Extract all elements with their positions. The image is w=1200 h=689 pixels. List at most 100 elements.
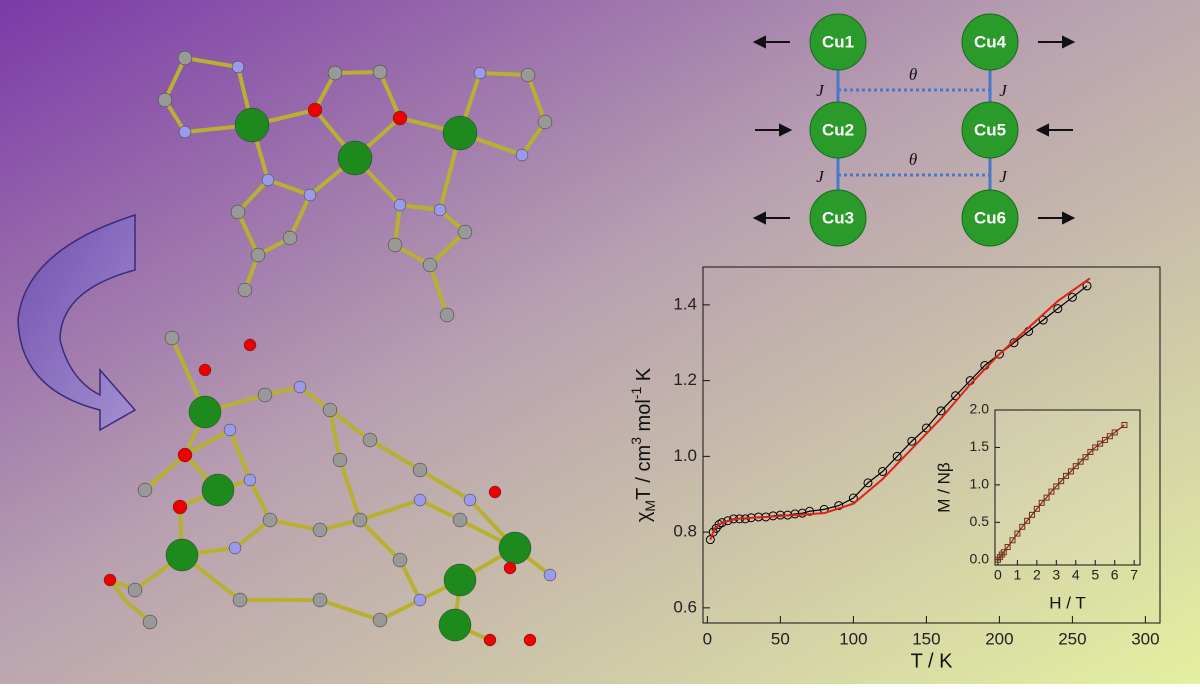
data-point <box>1121 421 1128 428</box>
y-tick-label: 0.0 <box>970 550 990 566</box>
coupling-label: J <box>816 81 825 100</box>
y-label-part: K <box>633 367 655 387</box>
data-point <box>705 535 715 545</box>
data-point <box>878 467 888 477</box>
data-point <box>1067 468 1074 475</box>
data-point <box>834 501 844 511</box>
data-point <box>921 423 931 433</box>
plot-frame <box>702 266 1161 624</box>
coupling-label: J <box>999 167 1008 186</box>
y-label-part: M <box>642 500 658 512</box>
data-point <box>1063 472 1070 479</box>
data-point <box>717 518 727 528</box>
cu-node <box>961 101 1019 159</box>
data-point <box>1106 433 1113 440</box>
data-point <box>1033 505 1040 512</box>
data-point <box>994 349 1004 359</box>
data-point <box>848 493 858 503</box>
data-point <box>936 406 946 416</box>
data-point <box>1082 281 1092 291</box>
data-point <box>1019 523 1026 530</box>
data-point <box>1053 304 1063 314</box>
coupling-label: θ <box>909 150 917 169</box>
y-tick-label: 1.5 <box>970 438 990 454</box>
node-label: Cu4 <box>974 32 1007 51</box>
x-tick-label: 4 <box>1072 567 1080 583</box>
node-label: Cu6 <box>974 208 1006 227</box>
data-point <box>1101 436 1108 443</box>
y-axis-label: M / Nβ <box>934 462 953 513</box>
cu-node <box>809 13 867 71</box>
data-point <box>1038 315 1048 325</box>
y-label-part: 3 <box>628 437 644 445</box>
y-tick-label: 1.0 <box>673 446 697 465</box>
x-tick-label: 5 <box>1091 567 1099 583</box>
data-point <box>1092 444 1099 451</box>
x-tick-label: 0 <box>994 567 1002 583</box>
data-point <box>714 520 724 530</box>
data-point <box>907 436 917 446</box>
x-axis-label: H / T <box>1049 593 1086 612</box>
x-tick-label: 3 <box>1052 567 1060 583</box>
data-point <box>1028 511 1035 518</box>
node-label: Cu1 <box>822 32 854 51</box>
cu-node <box>961 13 1019 71</box>
data-point <box>1067 292 1077 302</box>
x-tick-label: 150 <box>912 629 940 648</box>
molecule-bottom-atoms <box>103 330 557 647</box>
y-label-part: χ <box>633 511 655 522</box>
x-tick-label: 50 <box>771 629 790 648</box>
x-tick-label: 2 <box>1033 567 1041 583</box>
x-tick-label: 100 <box>839 629 867 648</box>
y-tick-label: 1.0 <box>970 476 990 492</box>
data-point <box>1043 494 1050 501</box>
x-tick-label: 250 <box>1058 629 1086 648</box>
data-point <box>1097 440 1104 447</box>
data-point <box>1000 549 1007 556</box>
y-tick-label: 0.5 <box>970 513 990 529</box>
x-tick-label: 7 <box>1130 567 1138 583</box>
data-point <box>892 451 902 461</box>
cu-node <box>809 189 867 247</box>
y-tick-label: 2.0 <box>970 401 990 417</box>
data-point <box>1053 483 1060 490</box>
x-tick-label: 1 <box>1013 567 1021 583</box>
x-axis-label: T / K <box>911 650 954 672</box>
y-tick-label: 1.2 <box>673 370 697 389</box>
cu-node <box>961 189 1019 247</box>
data-point <box>1082 454 1089 461</box>
data-point <box>1077 458 1084 465</box>
data-point <box>1087 448 1094 455</box>
y-tick-label: 1.4 <box>673 294 697 313</box>
data-point <box>1048 488 1055 495</box>
cu-node <box>809 101 867 159</box>
y-tick-label: 0.6 <box>673 597 697 616</box>
x-tick-label: 6 <box>1111 567 1119 583</box>
data-point <box>863 478 873 488</box>
data-point <box>1111 429 1118 436</box>
plot-frame <box>994 409 1141 566</box>
x-tick-label: 300 <box>1131 629 1159 648</box>
node-label: Cu2 <box>822 120 854 139</box>
y-label-part: -1 <box>628 387 644 400</box>
data-point <box>1009 338 1019 348</box>
x-tick-label: 0 <box>703 629 712 648</box>
data-point <box>1072 463 1079 470</box>
x-tick-label: 200 <box>985 629 1013 648</box>
fit-line <box>709 277 1091 541</box>
data-point <box>1004 544 1011 551</box>
curved-arrow <box>17 213 137 432</box>
y-label-part: mol <box>633 399 655 437</box>
data-point <box>1009 537 1016 544</box>
exchange-diagram <box>752 35 1076 225</box>
node-label: Cu3 <box>822 208 854 227</box>
data-point <box>1024 517 1031 524</box>
data-point <box>1038 499 1045 506</box>
node-label: Cu5 <box>974 120 1006 139</box>
y-axis-label: χMT / cm3 mol-1 K <box>628 367 658 522</box>
y-label-part: T / cm <box>633 445 655 500</box>
data-point <box>805 506 815 516</box>
data-point <box>1014 530 1021 537</box>
